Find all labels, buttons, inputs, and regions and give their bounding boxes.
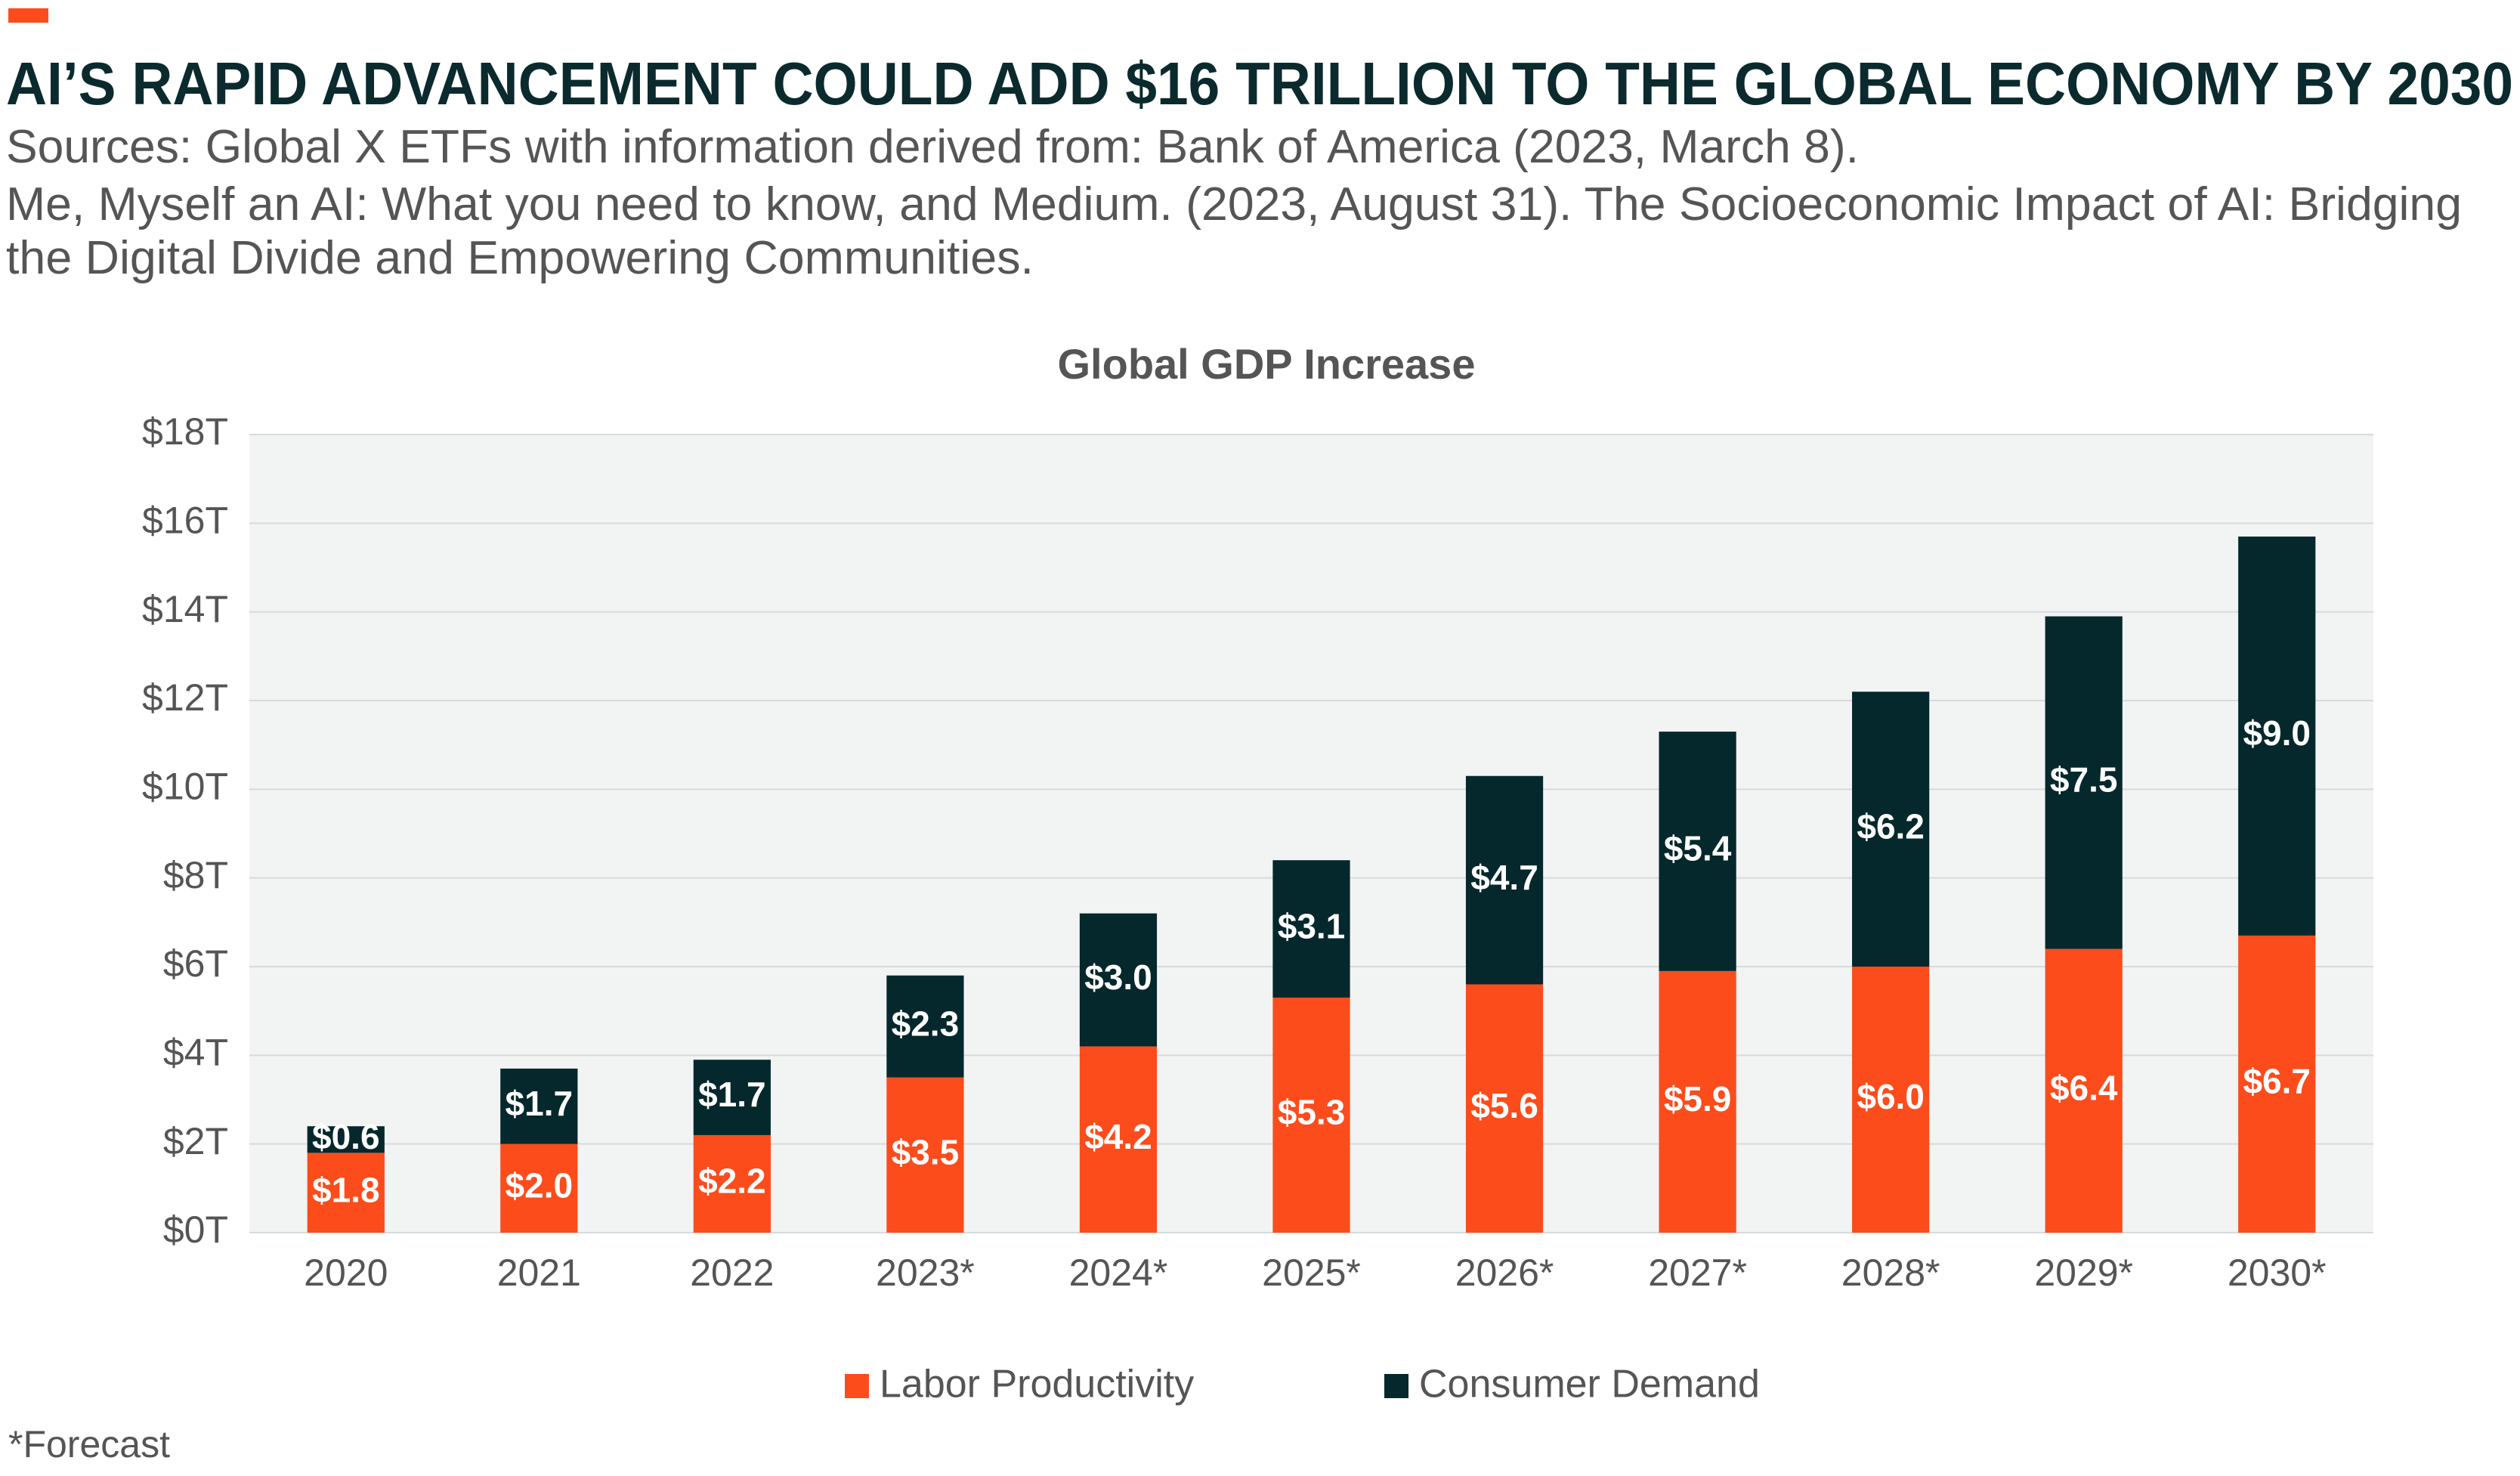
page-title: AI’S RAPID ADVANCEMENT COULD ADD $16 TRI…	[6, 50, 2513, 117]
x-tick-label: 2026*	[1455, 1252, 1554, 1294]
x-tick-label: 2024*	[1069, 1252, 1168, 1294]
bar-segment	[1852, 692, 1930, 967]
value-label: $2.3	[892, 1004, 960, 1043]
value-label: $4.2	[1084, 1117, 1152, 1156]
y-tick-label: $14T	[142, 588, 228, 630]
value-label: $5.4	[1664, 829, 1732, 868]
x-tick-label: 2028*	[1841, 1252, 1940, 1294]
bar-segment	[500, 1143, 578, 1233]
value-label: $5.9	[1664, 1079, 1732, 1119]
y-tick-label: $8T	[163, 854, 228, 896]
source-line: Sources: Global X ETFs with information …	[6, 121, 1859, 173]
bar-segment	[307, 1126, 385, 1153]
x-tick-label: 2027*	[1648, 1252, 1747, 1294]
value-label: $3.1	[1278, 906, 1346, 945]
accent-bar	[8, 8, 48, 23]
x-tick-label: 2023*	[876, 1252, 975, 1294]
y-tick-label: $16T	[142, 500, 228, 542]
legend-label: Consumer Demand	[1419, 1363, 1760, 1406]
bar-segment	[1465, 984, 1544, 1233]
y-tick-label: $0T	[163, 1208, 228, 1251]
value-label: $6.7	[2243, 1062, 2311, 1101]
bar-segment	[1852, 967, 1930, 1233]
x-tick-label: 2029*	[2034, 1252, 2133, 1294]
x-tick-label: 2020	[304, 1252, 388, 1294]
y-tick-label: $18T	[142, 410, 228, 453]
value-label: $1.7	[506, 1084, 574, 1123]
legend-swatch	[1384, 1374, 1408, 1398]
y-tick-label: $6T	[163, 942, 228, 985]
bar-segment	[886, 975, 964, 1078]
x-tick-label: 2025*	[1262, 1252, 1361, 1294]
source-line: the Digital Divide and Empowering Commun…	[6, 232, 1034, 284]
y-tick-label: $4T	[163, 1032, 228, 1074]
bar-segment	[307, 1153, 385, 1233]
value-label: $2.2	[698, 1162, 766, 1201]
bar-segment	[1465, 775, 1544, 985]
bar-segment	[693, 1060, 771, 1135]
value-label: $4.7	[1470, 858, 1538, 897]
value-label: $7.5	[2050, 760, 2118, 800]
x-tick-label: 2030*	[2228, 1252, 2327, 1294]
bar-segment	[1272, 860, 1350, 998]
value-label: $3.5	[892, 1132, 960, 1171]
value-label: $6.0	[1857, 1077, 1925, 1116]
bar-segment	[693, 1134, 771, 1233]
footnote: *Forecast	[8, 1423, 170, 1465]
bar-segment	[886, 1077, 964, 1233]
value-label: $9.0	[2243, 713, 2311, 753]
bar-segment	[500, 1068, 578, 1144]
y-tick-label: $10T	[142, 766, 228, 808]
bar-segment	[1272, 998, 1350, 1233]
value-label: $1.7	[698, 1075, 766, 1114]
bar-segment	[1659, 970, 1736, 1233]
value-label: $2.0	[506, 1165, 574, 1205]
source-line: Me, Myself an AI: What you need to know,…	[6, 178, 2462, 231]
legend-label: Labor Productivity	[880, 1363, 1194, 1406]
bar-segment	[2045, 616, 2123, 949]
bar-segment	[2045, 948, 2123, 1233]
x-tick-label: 2021	[497, 1252, 581, 1294]
x-tick-label: 2022	[690, 1252, 774, 1294]
value-label: $5.3	[1278, 1093, 1346, 1132]
y-tick-label: $12T	[142, 676, 228, 719]
value-label: $3.0	[1084, 958, 1152, 997]
y-tick-label: $2T	[163, 1120, 228, 1162]
value-label: $1.8	[312, 1170, 380, 1209]
bar-segment	[1079, 1046, 1158, 1233]
bar-segment	[2238, 935, 2316, 1233]
bar-segment	[2238, 536, 2316, 936]
value-label: $6.2	[1857, 806, 1925, 846]
chart-title: Global GDP Increase	[1058, 340, 1476, 388]
value-label: $0.6	[312, 1117, 380, 1156]
bar-segment	[1079, 913, 1158, 1047]
legend-swatch	[845, 1374, 869, 1398]
value-label: $6.4	[2050, 1068, 2118, 1107]
value-label: $5.6	[1470, 1086, 1538, 1125]
bar-segment	[1659, 732, 1736, 971]
